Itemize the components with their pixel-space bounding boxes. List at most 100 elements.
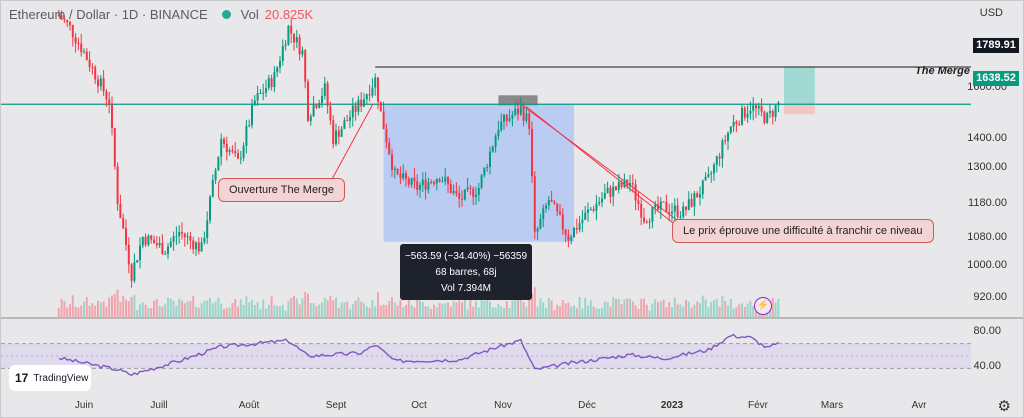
volume-bar <box>139 304 141 317</box>
volume-bar <box>119 301 122 317</box>
callout-price-difficulty[interactable]: Le prix éprouve une difficulté à franchi… <box>672 219 934 243</box>
candle-body <box>475 194 477 198</box>
currency-selector[interactable]: USD <box>979 7 1003 19</box>
candle-body <box>550 200 553 202</box>
volume-bar <box>441 303 444 317</box>
candle-body <box>671 211 673 214</box>
candle-body <box>489 151 491 167</box>
candle-body <box>164 253 167 255</box>
time-tick: Juin <box>74 400 94 411</box>
volume-bar <box>259 309 262 317</box>
volume-bar <box>631 301 634 317</box>
candle-body <box>332 120 335 145</box>
candle-body <box>239 158 242 160</box>
candle-body <box>746 113 749 118</box>
volume-bar <box>693 304 696 317</box>
volume-bar <box>150 308 153 317</box>
candle-body <box>469 187 472 189</box>
volume-bar <box>357 297 360 317</box>
candle-body <box>321 96 323 104</box>
candle-body <box>657 204 659 210</box>
candle-body <box>150 235 153 240</box>
candle-body <box>713 164 715 174</box>
volume-bar <box>771 297 774 317</box>
candle-body <box>741 107 743 125</box>
candle-body <box>167 246 169 254</box>
candle-body <box>458 193 461 199</box>
candle-body <box>183 233 186 238</box>
candle-body <box>102 78 105 92</box>
candle-body <box>410 177 413 185</box>
candle-body <box>528 113 531 129</box>
candle-body <box>186 236 189 238</box>
candle-body <box>522 106 525 121</box>
volume-bar <box>74 306 77 317</box>
candle-body <box>203 237 206 243</box>
volume-bar <box>497 304 500 317</box>
candle-body <box>466 187 469 190</box>
volume-bar <box>382 304 385 317</box>
price-tick: 1000.00 <box>967 259 1007 271</box>
volume-bar <box>511 300 514 317</box>
candle-body <box>245 126 248 146</box>
rsi-pane[interactable] <box>1 319 1023 399</box>
bolt-icon[interactable]: ⚡ <box>754 297 772 315</box>
volume-bar <box>508 307 511 317</box>
volume-bar <box>561 300 564 317</box>
candle-body <box>108 99 111 105</box>
candle-body <box>371 87 374 96</box>
candle-body <box>391 154 393 170</box>
candle-body <box>270 78 273 87</box>
volume-bar <box>234 299 237 317</box>
tradingview-mark-icon: 17 <box>15 371 29 385</box>
volume-bar <box>77 307 80 317</box>
candle-body <box>374 77 377 88</box>
candle-body <box>211 180 214 197</box>
candle-body <box>284 44 287 47</box>
candle-body <box>760 105 763 112</box>
candle-body <box>407 178 410 185</box>
candle-body <box>539 219 542 229</box>
candle-body <box>645 221 648 223</box>
price-pane[interactable] <box>1 1 1023 319</box>
candle-body <box>421 179 424 186</box>
volume-bar <box>536 306 539 317</box>
volume-bar <box>626 298 629 317</box>
volume-bar <box>458 300 461 317</box>
volume-bar <box>346 301 349 317</box>
volume-bar <box>575 308 578 317</box>
volume-bar <box>298 304 301 317</box>
candle-body <box>774 105 777 117</box>
candle-body <box>433 181 435 184</box>
candle-body <box>749 110 752 114</box>
volume-bar <box>71 295 74 317</box>
candle-body <box>620 182 623 187</box>
candle-body <box>175 235 178 237</box>
callout-merge-opening[interactable]: Ouverture The Merge <box>218 178 345 202</box>
symbol-header[interactable]: Ethereum / Dollar · 1D · BINANCE Vol 20.… <box>9 7 313 22</box>
volume-bar <box>651 303 654 317</box>
volume-bar <box>167 297 169 317</box>
candle-body <box>192 240 195 250</box>
tradingview-logo[interactable]: 17 TradingView <box>9 365 91 391</box>
candle-body <box>259 92 262 94</box>
volume-bar <box>365 306 368 317</box>
candle-body <box>77 43 80 45</box>
candle-body <box>595 203 598 211</box>
candle-body <box>654 204 657 208</box>
volume-bar <box>461 302 463 317</box>
volume-bar <box>657 302 659 317</box>
candle-body <box>357 99 360 112</box>
candle-body <box>413 177 416 182</box>
candle-body <box>603 193 606 199</box>
volume-bar <box>178 298 181 317</box>
volume-bar <box>503 307 505 317</box>
candle-body <box>141 236 144 246</box>
candle-body <box>105 91 108 100</box>
candle-body <box>91 67 94 69</box>
volume-bar <box>183 303 186 317</box>
candle-body <box>318 103 321 108</box>
volume-bar <box>718 307 721 317</box>
candle-body <box>293 33 295 43</box>
gear-icon[interactable]: ⚙ <box>997 398 1011 415</box>
